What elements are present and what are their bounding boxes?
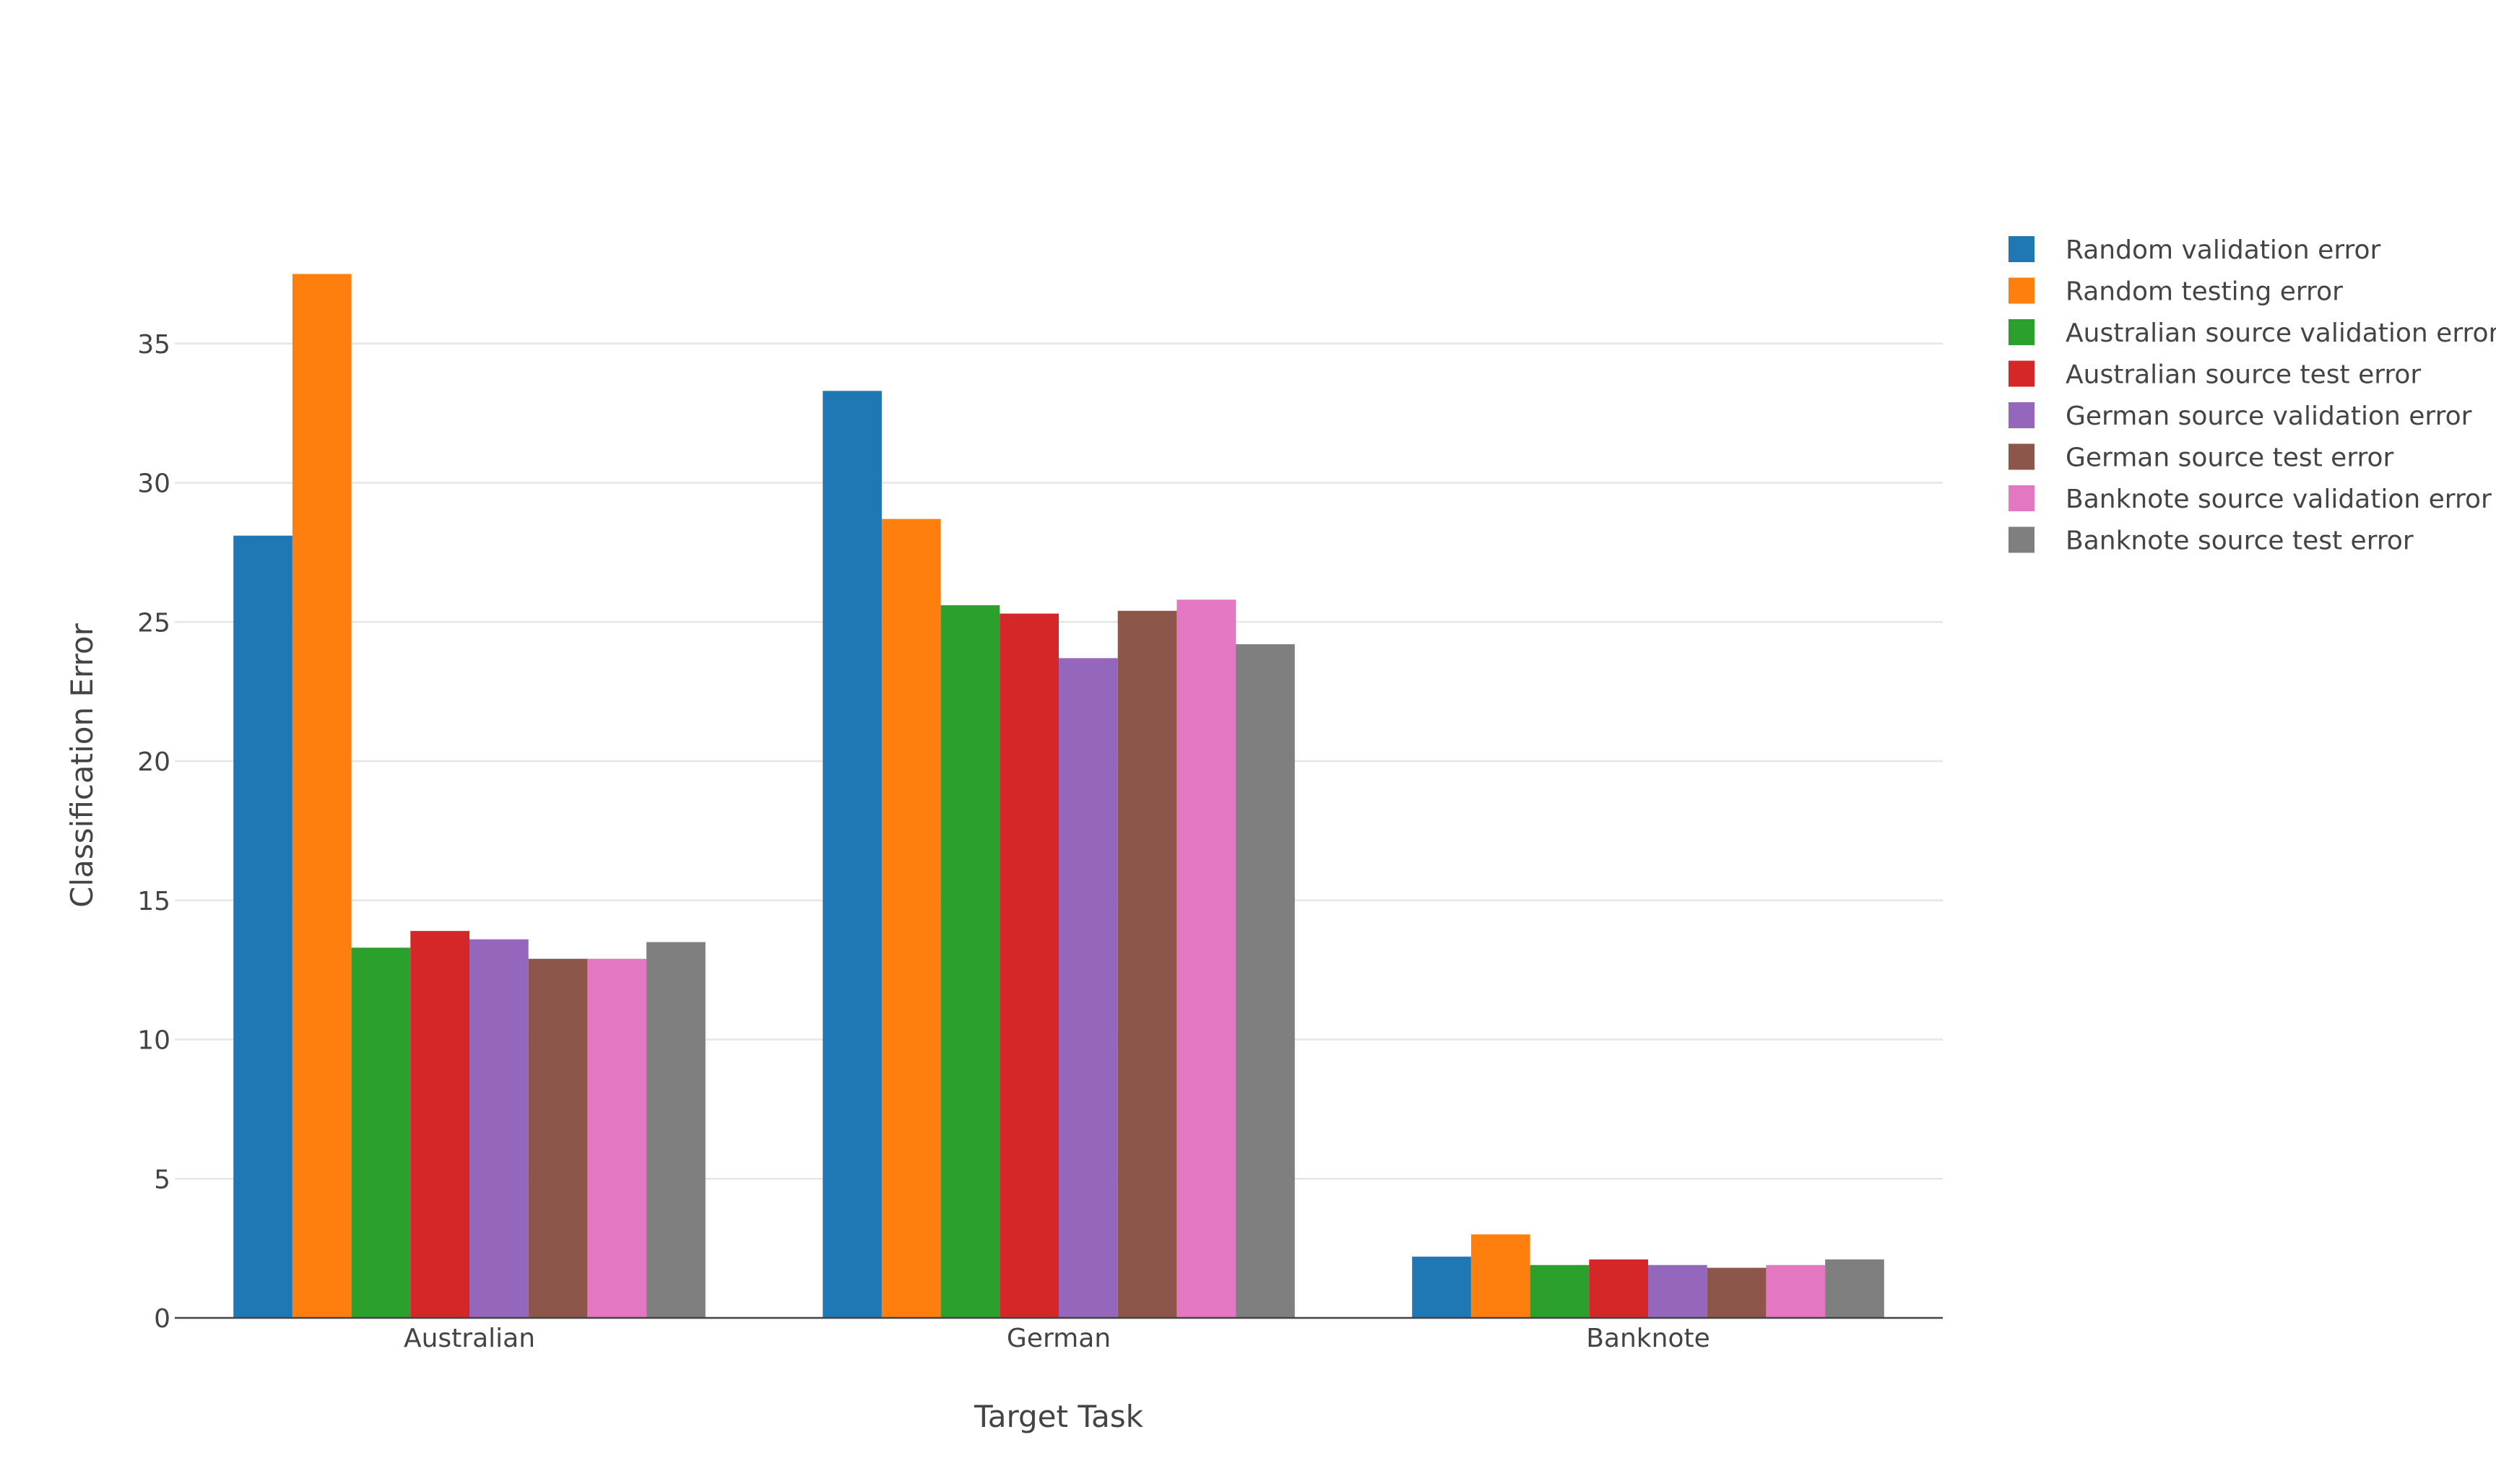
bar-australian-series-2[interactable]	[292, 274, 352, 1318]
legend-swatch	[2008, 443, 2034, 470]
bar-german-series-5[interactable]	[1059, 658, 1118, 1318]
bar-german-series-3[interactable]	[940, 605, 1000, 1318]
legend-label: Random validation error	[2066, 235, 2381, 265]
legend-swatch	[2008, 319, 2034, 345]
y-tick-labels: 0 5 10 15 20 25 30 35	[137, 330, 170, 1334]
legend-swatch	[2008, 236, 2034, 262]
legend-swatch	[2008, 526, 2034, 553]
legend-item[interactable]: Australian source test error	[2008, 360, 2421, 390]
x-axis-title: Target Task	[974, 1399, 1144, 1434]
bar-banknote-series-8[interactable]	[1825, 1259, 1884, 1318]
y-tick-label: 15	[137, 887, 170, 916]
y-tick-label: 5	[154, 1165, 170, 1194]
legend-item[interactable]: Banknote source test error	[2008, 526, 2414, 556]
legend-swatch	[2008, 277, 2034, 304]
x-category-label: Banknote	[1586, 1324, 1710, 1353]
legend-label: Australian source validation error	[2066, 318, 2496, 348]
bar-banknote-series-6[interactable]	[1707, 1267, 1767, 1318]
bar-australian-series-5[interactable]	[469, 939, 529, 1318]
bar-banknote-series-5[interactable]	[1648, 1264, 1707, 1318]
legend-item[interactable]: German source validation error	[2008, 402, 2472, 431]
x-category-label: German	[1007, 1324, 1111, 1353]
legend-label: Banknote source validation error	[2066, 485, 2492, 514]
y-tick-label: 35	[137, 330, 170, 360]
bar-german-series-8[interactable]	[1236, 644, 1295, 1318]
bar-australian-series-4[interactable]	[410, 931, 469, 1318]
bar-australian-series-6[interactable]	[528, 958, 588, 1318]
bar-german-series-7[interactable]	[1176, 599, 1236, 1318]
bar-australian-series-7[interactable]	[587, 958, 647, 1318]
legend-swatch	[2008, 485, 2034, 511]
bar-banknote-series-7[interactable]	[1766, 1264, 1826, 1318]
legend-label: Australian source test error	[2066, 360, 2421, 390]
bars	[233, 274, 1884, 1319]
y-tick-label: 0	[154, 1304, 170, 1334]
y-tick-label: 25	[137, 608, 170, 638]
bar-german-series-2[interactable]	[881, 518, 941, 1318]
legend[interactable]: Random validation error Random testing er…	[2008, 235, 2496, 556]
bar-banknote-series-2[interactable]	[1470, 1234, 1530, 1318]
legend-label: German source test error	[2066, 443, 2394, 473]
y-axis-title: Classification Error	[64, 622, 100, 907]
bar-german-series-4[interactable]	[1000, 613, 1059, 1318]
legend-item[interactable]: Random testing error	[2008, 277, 2343, 307]
bar-banknote-series-3[interactable]	[1530, 1264, 1590, 1318]
legend-item[interactable]: Australian source validation error	[2008, 318, 2496, 348]
legend-label: German source validation error	[2066, 402, 2472, 431]
bar-german-series-6[interactable]	[1117, 610, 1177, 1318]
legend-swatch	[2008, 360, 2034, 387]
y-tick-label: 30	[137, 469, 170, 499]
bar-german-series-1[interactable]	[823, 391, 882, 1319]
y-tick-label: 10	[137, 1026, 170, 1056]
bar-banknote-series-4[interactable]	[1589, 1259, 1648, 1318]
legend-item[interactable]: Banknote source validation error	[2008, 485, 2492, 514]
bar-australian-series-3[interactable]	[351, 947, 411, 1318]
bar-australian-series-1[interactable]	[233, 535, 292, 1318]
legend-label: Random testing error	[2066, 277, 2343, 307]
x-category-label: Australian	[404, 1324, 535, 1353]
legend-swatch	[2008, 402, 2034, 428]
bar-australian-series-8[interactable]	[646, 942, 706, 1318]
legend-item[interactable]: Random validation error	[2008, 235, 2381, 265]
bar-banknote-series-1[interactable]	[1412, 1257, 1471, 1318]
legend-item[interactable]: German source test error	[2008, 443, 2394, 473]
y-tick-label: 20	[137, 747, 170, 777]
x-category-labels: Australian German Banknote	[404, 1324, 1710, 1353]
legend-label: Banknote source test error	[2066, 526, 2414, 556]
